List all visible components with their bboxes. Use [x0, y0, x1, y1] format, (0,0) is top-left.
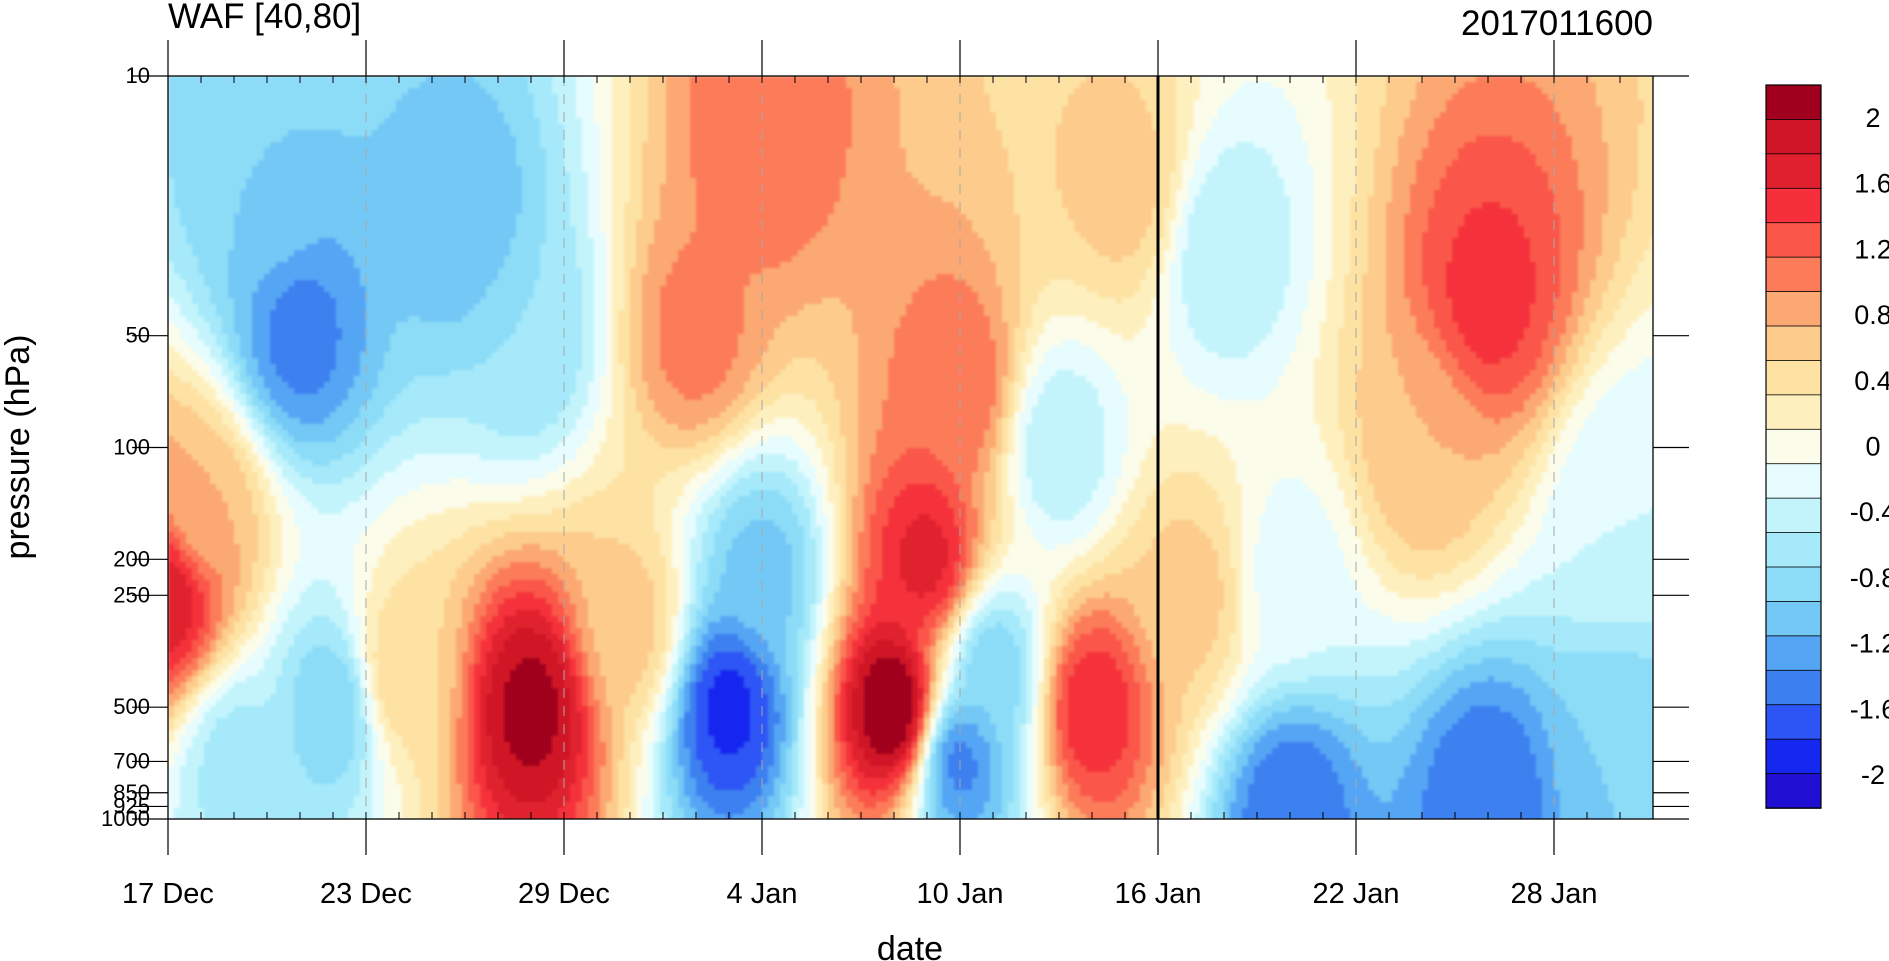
y-tick-label: 250 — [113, 582, 150, 607]
colorbar-label: -0.4 — [1850, 497, 1889, 527]
colorbar-label: -1.2 — [1850, 629, 1889, 659]
colorbar-swatch — [1766, 670, 1821, 705]
y-tick-label: 100 — [113, 435, 150, 460]
chart-title: WAF [40,80] — [168, 0, 361, 36]
colorbar-label: -2 — [1861, 760, 1885, 790]
x-tick-label: 10 Jan — [916, 878, 1003, 910]
colorbar-swatch — [1766, 464, 1821, 499]
colorbar-swatch — [1766, 774, 1821, 809]
colorbar-swatch — [1766, 119, 1821, 154]
colorbar-label: 0.4 — [1854, 366, 1889, 396]
colorbar-label: 2 — [1865, 103, 1880, 133]
waf-contour-figure: WAF [40,80] 2017011600 17 Dec 23 Dec 29 De… — [0, 0, 1889, 961]
x-tick-label: 16 Jan — [1114, 878, 1201, 910]
colorbar-swatch — [1766, 360, 1821, 395]
x-tick-label: 29 Dec — [518, 878, 610, 910]
run-date-label: 2017011600 — [1461, 4, 1653, 43]
colorbar-label: 0 — [1865, 432, 1880, 462]
colorbar-label: 1.6 — [1854, 169, 1889, 199]
colorbar-swatch — [1766, 429, 1821, 464]
x-tick-label: 23 Dec — [320, 878, 412, 910]
plot-area — [168, 76, 1657, 821]
colorbar-swatch — [1766, 223, 1821, 258]
y-tick-label: 1000 — [101, 806, 150, 831]
x-axis-title: date — [877, 930, 943, 961]
y-tick-label: 500 — [113, 694, 150, 719]
x-tick-label: 22 Jan — [1312, 878, 1399, 910]
y-tick-label: 700 — [113, 748, 150, 773]
colorbar-swatch — [1766, 154, 1821, 189]
colorbar-label: 0.8 — [1854, 300, 1889, 330]
colorbar-label: -1.6 — [1850, 694, 1889, 724]
colorbar-swatch — [1766, 533, 1821, 568]
x-tick-label: 28 Jan — [1510, 878, 1597, 910]
colorbar-swatch — [1766, 567, 1821, 602]
colorbar-label: 1.2 — [1854, 234, 1889, 264]
x-tick-label: 17 Dec — [122, 878, 214, 910]
colorbar-swatch — [1766, 395, 1821, 430]
colorbar-swatch — [1766, 498, 1821, 533]
colorbar-swatch — [1766, 326, 1821, 361]
x-tick-label: 4 Jan — [727, 878, 798, 910]
colorbar-swatch — [1766, 636, 1821, 671]
colorbar-swatch — [1766, 705, 1821, 740]
colorbar-swatch — [1766, 292, 1821, 327]
colorbar-swatch — [1766, 739, 1821, 774]
colorbar: 2 1.6 1.2 0.8 0.4 0 -0.4 -0.8 -1.2 -1.6 -2 — [1766, 85, 1889, 808]
colorbar-swatch — [1766, 188, 1821, 223]
contour-field — [168, 76, 1657, 821]
y-axis-title: pressure (hPa) — [0, 335, 37, 560]
colorbar-swatch — [1766, 257, 1821, 292]
y-tick-label: 50 — [126, 323, 150, 348]
y-tick-label: 200 — [113, 546, 150, 571]
y-tick-label: 10 — [126, 63, 150, 88]
colorbar-swatch — [1766, 601, 1821, 636]
colorbar-swatch — [1766, 85, 1821, 120]
colorbar-label: -0.8 — [1850, 563, 1889, 593]
